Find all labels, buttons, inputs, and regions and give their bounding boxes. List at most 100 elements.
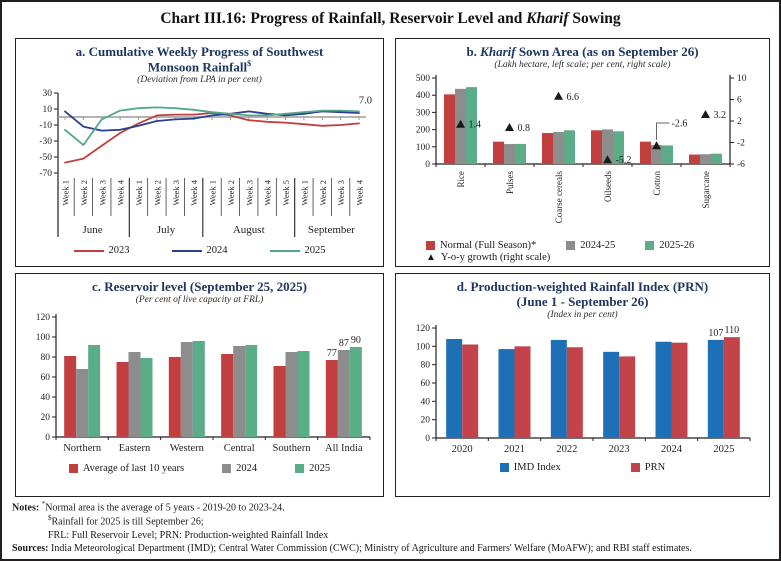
panel-rainfall-index: d. Production-weighted Rainfall Index (P… [395,273,770,497]
svg-text:100: 100 [416,342,431,352]
legend-swatch-icon [269,249,300,253]
legend-swatch-icon [73,249,104,253]
svg-text:87: 87 [338,338,348,349]
svg-text:2025: 2025 [713,444,734,455]
svg-text:3.2: 3.2 [714,110,727,121]
svg-text:2022: 2022 [556,444,577,455]
panel-d-title-line1: d. Production-weighted Rainfall Index (P… [456,279,709,294]
svg-text:2: 2 [737,117,742,127]
panel-b-title-italic: Kharif [480,44,516,59]
svg-text:2023: 2023 [609,444,630,455]
legend-swatch-icon [499,463,509,473]
svg-text:Week 5: Week 5 [281,180,291,206]
legend-item: 2025-26 [645,240,694,251]
svg-text:0: 0 [425,434,430,444]
legend-item: 2023 [73,245,130,257]
svg-text:Sugarcane: Sugarcane [701,171,711,208]
legend-item: 2024 [171,245,228,257]
notes-line-1: Notes: *Normal area is the average of 5 … [12,500,777,514]
svg-text:0: 0 [45,433,50,443]
panel-c-subtitle: (Per cent of live capacity at FRL) [135,295,264,306]
svg-text:2024: 2024 [661,444,683,455]
svg-text:2021: 2021 [504,444,525,455]
svg-text:0: 0 [425,160,430,170]
panel-c-title: c. Reservoir level (September 25, 2025) [91,279,308,294]
legend-item: ▲ Y-o-y growth (right scale) [426,252,550,263]
svg-text:June: June [82,224,102,236]
svg-text:Pulses: Pulses [505,171,515,195]
svg-text:-2: -2 [737,139,745,149]
legend-item: Normal (Full Season)* [426,240,536,251]
svg-text:-30: -30 [39,137,52,147]
legend-item: PRN [630,462,666,474]
svg-text:120: 120 [35,313,50,323]
panel-a-title-line1: a. Cumulative Weekly Progress of Southwe… [75,44,324,59]
legend-label: Normal (Full Season)* [440,240,537,252]
panel-d-title-line2: (June 1 - September 26) [516,294,649,310]
panel-b-title-pre: b. [466,44,481,59]
sources-label: Sources: [12,542,49,554]
sources-text: India Meteorological Department (IMD); C… [50,542,692,554]
svg-text:-5.2: -5.2 [616,155,632,166]
svg-text:80: 80 [421,361,431,371]
legend-item: IMD Index [499,462,561,474]
legend-swatch-icon [566,241,576,251]
svg-text:1.4: 1.4 [469,120,482,131]
svg-text:20: 20 [40,413,50,423]
legend-label: PRN [644,462,666,474]
svg-text:20: 20 [421,416,431,426]
svg-text:Week 3: Week 3 [170,180,180,206]
panel-b-legend-row2: ▲ Y-o-y growth (right scale) [396,252,769,263]
legend-label: 2024 [206,245,228,257]
note-text-3: FRL: Full Reservoir Level; PRN: Producti… [48,529,329,541]
panel-a-title: a. Cumulative Weekly Progress of Southwe… [16,44,383,74]
legend-label: Average of last 10 years [82,463,185,475]
legend-item: Average of last 10 years [68,463,185,475]
svg-text:Northern: Northern [63,443,102,454]
svg-text:Oilseeds: Oilseeds [603,171,613,202]
svg-text:-70: -70 [39,169,52,179]
svg-text:Week 2: Week 2 [225,180,235,206]
svg-text:-6: -6 [737,160,745,170]
svg-text:Week 1: Week 1 [60,180,70,206]
svg-text:Week 1: Week 1 [299,180,309,206]
svg-text:100: 100 [416,143,431,153]
svg-text:40: 40 [421,397,431,407]
legend-label: IMD Index [513,462,561,474]
legend-swatch-icon [645,241,655,251]
svg-text:200: 200 [416,126,431,136]
svg-text:Week 3: Week 3 [244,180,254,206]
svg-text:Week 2: Week 2 [152,180,162,206]
page-title: Chart III.16: Progress of Rainfall, Rese… [2,10,779,28]
legend-swatch-icon [426,241,435,251]
legend-label: 2024 [236,463,258,475]
svg-text:107: 107 [708,328,723,339]
panel-b-title: b. Kharif Sown Area (as on September 26) [396,44,769,59]
legend-label: 2023 [108,245,130,257]
panel-a-footnote-marker: $ [247,59,252,69]
svg-text:110: 110 [725,325,740,336]
svg-text:August: August [232,224,264,236]
svg-text:7.0: 7.0 [358,96,371,107]
svg-text:September: September [307,224,354,236]
legend-label: 2024-25 [580,240,616,252]
sown-area-bar-chart: 500 400 300 200 100 0 10 6 2 -2 -6 Rice 1.4 Pulses 0.8… [416,74,747,223]
rainfall-index-bar-chart: 120 100 80 60 40 20 0 2020 2021 2022 2023 2024 107 11… [416,324,751,455]
svg-text:0.8: 0.8 [518,123,531,134]
panel-b-legend-row1: Normal (Full Season)* 2024-25 2025-26 [396,240,769,251]
legend-label: 2025 [304,245,326,257]
legend-label: Y-o-y growth (right scale) [440,252,551,264]
svg-text:60: 60 [421,379,431,389]
notes-block: Notes: *Normal area is the average of 5 … [12,500,777,555]
svg-text:120: 120 [416,324,431,334]
note-text-1: Normal area is the average of 5 years - … [45,502,285,514]
panel-c-legend: Average of last 10 years 2024 2025 [16,463,383,474]
svg-text:500: 500 [416,74,431,84]
legend-swatch-icon [68,464,78,474]
legend-swatch-icon [222,464,232,474]
panel-reservoir-level: c. Reservoir level (September 25, 2025) … [15,273,384,497]
svg-text:Week 2: Week 2 [78,180,88,206]
legend-label: 2025-26 [659,240,695,252]
note-marker-asterisk: * [41,500,46,508]
